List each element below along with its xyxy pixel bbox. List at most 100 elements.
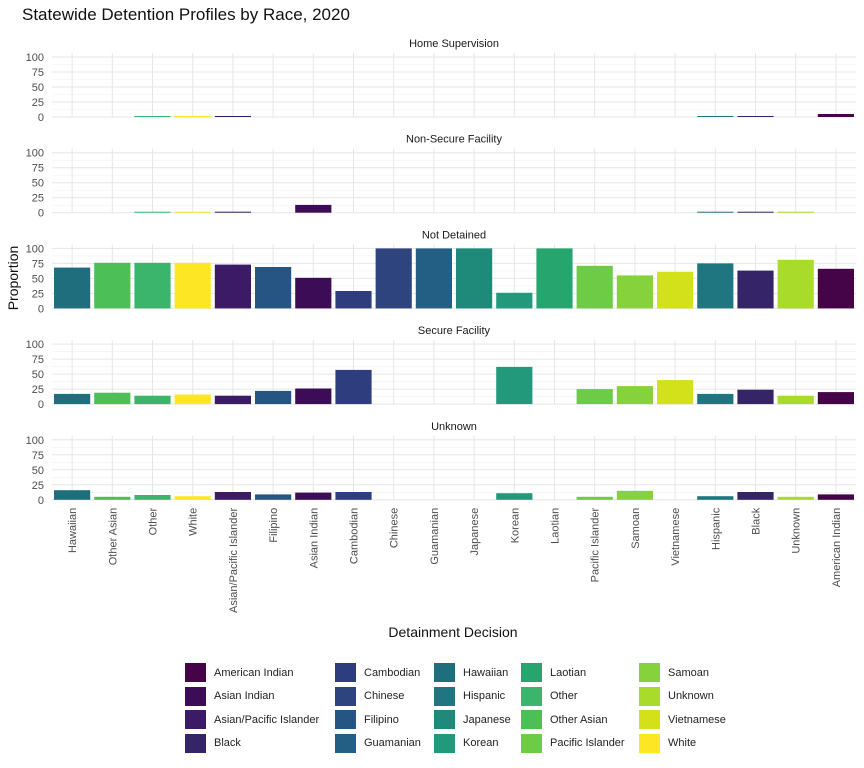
- legend-label: Hawaiian: [463, 666, 509, 679]
- x-tick-label: Asian/Pacific Islander: [228, 507, 240, 612]
- y-tick-label: 0: [38, 399, 44, 411]
- legend-label: White: [668, 737, 697, 750]
- facet-panel: Home Supervision 0 25 50 75 100: [26, 38, 856, 124]
- y-tick-label: 75: [32, 258, 44, 270]
- x-tick-label: American Indian: [831, 508, 843, 588]
- legend-label: Hispanic: [463, 690, 506, 703]
- legend-label: Chinese: [364, 690, 405, 703]
- legend-item: Asian Indian: [185, 686, 335, 708]
- bar-korean: [496, 493, 533, 500]
- x-tick-label: Other Asian: [107, 508, 119, 565]
- y-tick-label: 75: [32, 354, 44, 366]
- bar-korean: [496, 292, 533, 309]
- bar-korean: [496, 366, 533, 405]
- bar-hispanic: [697, 496, 734, 500]
- bar-vietnamese: [657, 380, 694, 405]
- legend-item: Hawaiian: [434, 662, 521, 684]
- legend-swatch: [335, 733, 356, 753]
- legend-item: Asian/Pacific Islander: [185, 709, 335, 731]
- x-tick-label: Guamanian: [429, 508, 441, 565]
- bar-black: [737, 492, 774, 500]
- bar-unknown: [777, 259, 814, 309]
- legend-swatch: [335, 710, 356, 730]
- bar-hawaiian: [54, 490, 91, 500]
- x-tick-label: Samoan: [630, 508, 642, 549]
- x-tick-label: Japanese: [469, 508, 481, 556]
- y-tick-label: 50: [32, 369, 44, 381]
- y-tick-label: 25: [32, 480, 44, 492]
- bar-black: [737, 211, 774, 213]
- legend-label: Pacific Islander: [550, 737, 625, 750]
- bar-laotian: [536, 248, 573, 309]
- bar-guamanian: [415, 248, 452, 309]
- x-tick-label: Unknown: [791, 508, 803, 554]
- bar-pacific-islander: [576, 389, 613, 405]
- bar-unknown: [777, 496, 814, 500]
- bar-black: [737, 270, 774, 309]
- legend-item: Unknown: [639, 686, 739, 708]
- x-tick-label: Hawaiian: [67, 508, 79, 553]
- legend-item: Black: [185, 733, 335, 755]
- bar-samoan: [616, 490, 653, 500]
- x-tick-label: Asian Indian: [308, 508, 320, 569]
- y-axis-title: Proportion: [5, 246, 21, 311]
- bar-filipino: [255, 494, 292, 500]
- facet-panel: Not Detained 0 25 50 75 100: [26, 229, 856, 315]
- legend-swatch: [185, 710, 206, 730]
- legend-swatch: [639, 710, 660, 730]
- bar-asian-indian: [295, 204, 332, 213]
- bar-hawaiian: [54, 267, 91, 309]
- facet-panel: Secure Facility 0 25 50 75 100: [26, 325, 856, 411]
- facet-panel: Non-Secure Facility 0 25 50 75 100: [26, 134, 856, 220]
- legend-item: American Indian: [185, 662, 335, 684]
- bar-samoan: [616, 275, 653, 309]
- bar-other-asian: [94, 392, 131, 405]
- legend-swatch: [434, 710, 455, 730]
- x-tick-label: Filipino: [268, 508, 280, 543]
- legend-item: White: [639, 733, 739, 755]
- legend-item: Laotian: [521, 662, 639, 684]
- bar-hawaiian: [54, 393, 91, 405]
- y-tick-label: 25: [32, 288, 44, 300]
- legend-item: Pacific Islander: [521, 733, 639, 755]
- legend-item: Cambodian: [335, 662, 434, 684]
- bar-hispanic: [697, 393, 734, 405]
- x-tick-label: Chinese: [389, 508, 401, 548]
- x-tick-label: Cambodian: [349, 508, 361, 564]
- bar-cambodian: [335, 369, 372, 405]
- legend-swatch: [521, 733, 542, 753]
- legend-label: Vietnamese: [668, 713, 726, 726]
- bar-japanese: [456, 248, 493, 309]
- legend-label: Other Asian: [550, 713, 608, 726]
- bar-asian-pacific-islander: [214, 116, 251, 117]
- legend-swatch: [335, 686, 356, 706]
- bar-american-indian: [817, 494, 854, 500]
- legend-label: Unknown: [668, 690, 714, 703]
- y-tick-label: 0: [38, 208, 44, 220]
- y-tick-label: 75: [32, 450, 44, 462]
- legend-item: Guamanian: [335, 733, 434, 755]
- y-tick-label: 0: [38, 112, 44, 124]
- facet-strip-label: Secure Facility: [418, 325, 491, 337]
- bar-other: [134, 116, 171, 117]
- bar-american-indian: [817, 268, 854, 309]
- legend-swatch: [521, 663, 542, 683]
- y-tick-label: 100: [26, 52, 44, 64]
- legend-label: American Indian: [214, 666, 294, 679]
- legend-label: Samoan: [668, 666, 709, 679]
- bar-filipino: [255, 267, 292, 309]
- legend-label: Laotian: [550, 666, 587, 679]
- y-tick-label: 50: [32, 273, 44, 285]
- legend-item: Other Asian: [521, 709, 639, 731]
- bar-other: [134, 262, 171, 309]
- bar-black: [737, 389, 774, 405]
- x-tick-label: White: [188, 508, 200, 536]
- facet-strip-label: Unknown: [431, 421, 477, 433]
- y-tick-label: 100: [26, 339, 44, 351]
- legend-item: Chinese: [335, 686, 434, 708]
- legend: American Indian Cambodian Hawaiian Laotian S…: [185, 662, 739, 754]
- x-tick-label: Korean: [509, 508, 521, 543]
- facet-panel: Unknown 0 25 50 75 100: [26, 421, 856, 507]
- bar-chinese: [375, 248, 412, 309]
- y-tick-label: 100: [26, 435, 44, 447]
